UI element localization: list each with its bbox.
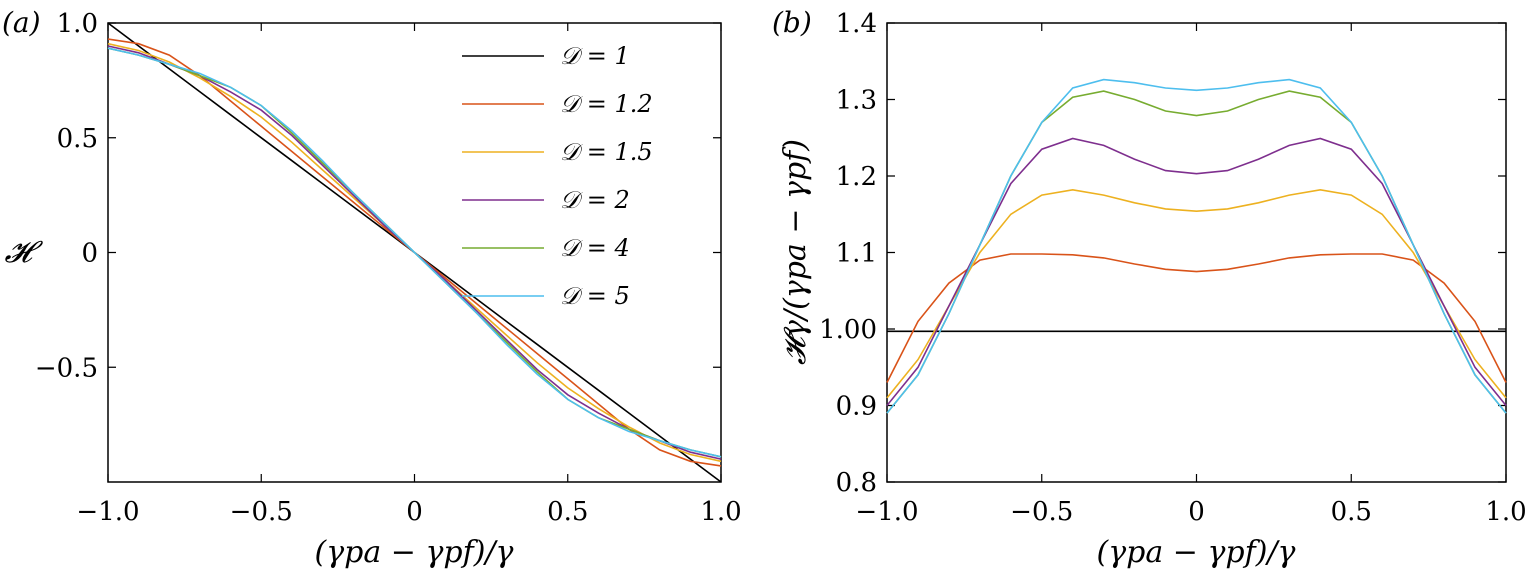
panel-a: (a) −1.0 −0.5 0 0.5 1.0−0.500.51.0 𝒟 = 1𝒟 = … xyxy=(2,6,742,570)
series-line-b-1 xyxy=(886,253,1507,383)
y-tick-label-b: 1.4 xyxy=(836,9,877,39)
legend-a: 𝒟 = 1 𝒟 = 1.2 𝒟 = 1.5 𝒟 = 2 𝒟 = 4 𝒟 = 5 xyxy=(462,42,653,310)
x-tick-label-a: 1.0 xyxy=(700,497,741,527)
y-tick-label-b: 1.2 xyxy=(836,162,877,192)
y-tick-label-a: 0.5 xyxy=(57,124,98,154)
legend-label-3: 𝒟 = 2 xyxy=(560,186,630,214)
legend-label-2: 𝒟 = 1.5 xyxy=(560,138,653,166)
y-tick-label-b: 1.3 xyxy=(836,86,877,116)
series-b xyxy=(886,78,1507,414)
series-line-b-5 xyxy=(886,78,1507,414)
y-tick-label-a: 1.0 xyxy=(57,9,98,39)
y-tick-label-b: 0.8 xyxy=(836,468,877,498)
ticks-a: −1.0 −0.5 0 0.5 1.0 −0.5 0 0.5 1.0 xyxy=(35,9,742,527)
series-a xyxy=(107,22,722,483)
x-tick-label-b: 0 xyxy=(1188,497,1205,527)
y-tick-label-b: 0.9 xyxy=(836,392,877,422)
y-tick-label-b: 1.1 xyxy=(836,239,877,269)
x-tick-label-b: −0.5 xyxy=(1010,497,1073,527)
x-axis-label-a: (γpa − γpf)/γ xyxy=(315,535,514,570)
x-tick-label-a: 0.5 xyxy=(547,497,588,527)
x-tick-label-a: 0 xyxy=(406,497,423,527)
x-tick-label-b: 1.0 xyxy=(1485,497,1526,527)
y-tick-label-a: 0 xyxy=(81,239,98,269)
y-axis-label-b: 𝓗γ/(γpa − γpf) xyxy=(778,139,813,365)
y-tick-label-a: −0.5 xyxy=(35,353,98,383)
x-tick-label-a: −0.5 xyxy=(230,497,293,527)
series-line-a-5 xyxy=(107,47,722,458)
series-line-b-2 xyxy=(886,188,1507,399)
x-axis-label-b: (γpa − γpf)/γ xyxy=(1097,535,1296,570)
legend-label-1: 𝒟 = 1.2 xyxy=(560,90,653,118)
x-tick-label-b: −1.0 xyxy=(855,497,918,527)
ticks-b: −1.0 −0.5 0 0.5 1.0 0.8 0.9 1.00 1.1 1.2 1.3 1.4 xyxy=(819,9,1527,527)
y-tick-label-b: 1.00 xyxy=(819,315,877,345)
legend-label-5: 𝒟 = 5 xyxy=(560,282,630,310)
x-tick-label-b: 0.5 xyxy=(1331,497,1372,527)
legend-label-4: 𝒟 = 4 xyxy=(560,234,630,262)
x-tick-label-a: −1.0 xyxy=(76,497,139,527)
panel-a-label: (a) xyxy=(2,6,41,39)
series-line-b-3 xyxy=(886,137,1507,407)
y-axis-label-a: 𝓗 xyxy=(4,235,43,270)
panel-b: (b) −1.0 −0.5 0 0.5 1.0 0.8 0.9 1.00 1.1 1.2 1.3 1.… xyxy=(772,6,1527,570)
legend-label-0: 𝒟 = 1 xyxy=(560,42,630,70)
panel-b-label: (b) xyxy=(772,6,812,39)
